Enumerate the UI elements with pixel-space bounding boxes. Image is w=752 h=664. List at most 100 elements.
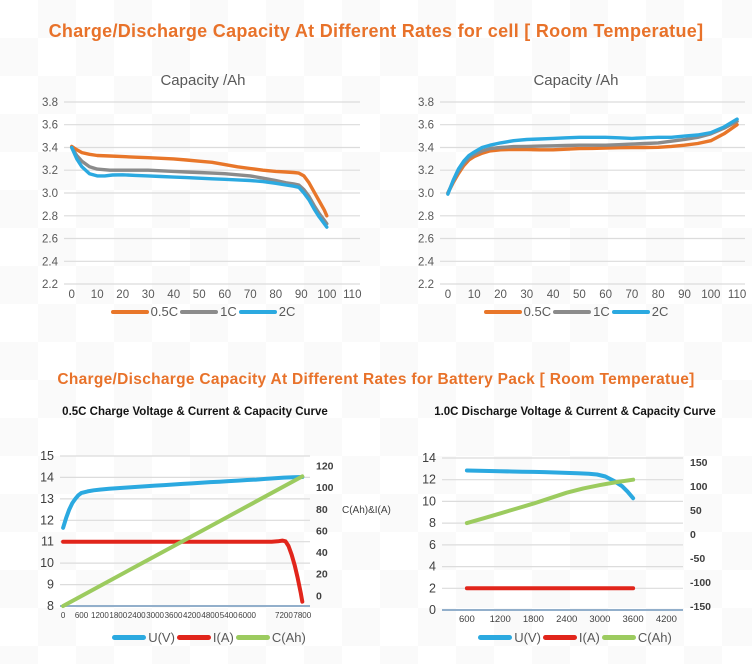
x-tick-label: 4200 — [656, 614, 677, 625]
y-tick-label: 3.4 — [42, 143, 59, 155]
x-tick-label: 1200 — [490, 614, 511, 625]
x-tick-label: 0 — [445, 289, 451, 301]
right-tick-label: 80 — [316, 504, 328, 516]
legend-item-0.5C: 0.5C — [110, 304, 179, 319]
x-tick-label: 60 — [599, 289, 612, 301]
right-tick-label: 100 — [316, 482, 334, 494]
legend-item-CAh: C(Ah) — [601, 630, 672, 645]
pack-charge-legend: U(V) I(A) C(Ah) — [20, 630, 398, 645]
series-line-I(A) — [61, 538, 305, 604]
x-tick-label: 20 — [116, 289, 129, 301]
y-tick-label: 3.4 — [418, 143, 435, 155]
right-tick-label: 0 — [316, 590, 322, 602]
right-tick-label: 150 — [690, 457, 708, 469]
legend-swatch — [478, 635, 513, 640]
y-tick-label: 2.6 — [418, 234, 434, 246]
right-tick-label: -150 — [690, 601, 711, 613]
x-tick-label: 4800 — [201, 611, 219, 620]
legend-label: 2C — [651, 304, 669, 319]
y-tick-label: 3.0 — [42, 188, 58, 200]
y-tick-label: 3.6 — [42, 120, 58, 132]
x-tick-label: 80 — [269, 289, 282, 301]
y-tick-label: 9 — [47, 578, 54, 592]
legend-item-2C: 2C — [611, 304, 669, 319]
legend-item-1C: 1C — [180, 304, 237, 319]
x-tick-label: 7200 — [275, 611, 293, 620]
x-tick-label: 100 — [317, 289, 336, 301]
legend-item-IA: I(A) — [542, 630, 600, 645]
legend-swatch — [110, 309, 149, 314]
right-tick-label: -100 — [690, 577, 711, 589]
legend-label: I(A) — [578, 630, 600, 645]
cell-charge-legend: 0.5C 1C 2C — [400, 304, 752, 319]
pack-discharge-plot: 0 2 4 6 8 10 12 14 600 1200 1800 2400 3000 3600 4200 -1… — [422, 451, 711, 625]
series-line-C(Ah) — [464, 477, 636, 526]
series-line-1C — [446, 119, 739, 195]
x-tick-label: 20 — [494, 289, 507, 301]
legend-swatch — [601, 635, 636, 640]
legend-item-1C: 1C — [553, 304, 610, 319]
right-tick-label: 100 — [690, 481, 708, 493]
x-tick-label: 10 — [91, 289, 104, 301]
legend-label: 1C — [593, 304, 610, 319]
y-tick-label: 3.0 — [418, 188, 434, 200]
cell-discharge-plot: 2.2 2.4 2.6 2.8 3.0 3.2 3.4 3.6 3.8 0 10 20 30 40 50 60… — [42, 97, 361, 301]
right-axis-title: C(Ah)&I(A) — [342, 505, 391, 516]
x-tick-label: 3000 — [589, 614, 610, 625]
x-tick-label: 600 — [75, 611, 89, 620]
x-tick-label: 30 — [142, 289, 155, 301]
chart-pack-charge: 8 9 10 11 12 13 14 15 0 600 1200 1800 2400 3000 3600 42… — [20, 436, 398, 645]
legend-item-UV: U(V) — [112, 630, 175, 645]
y-tick-label: 10 — [40, 556, 54, 570]
right-tick-label: 120 — [316, 461, 334, 473]
y-tick-label: 0 — [429, 603, 436, 617]
x-tick-label: 1800 — [109, 611, 127, 620]
legend-item-IA: I(A) — [176, 630, 234, 645]
cell-discharge-legend: 0.5C 1C 2C — [28, 304, 378, 319]
legend-item-UV: U(V) — [478, 630, 541, 645]
series-line-2C — [446, 117, 739, 196]
y-tick-label: 2.2 — [42, 279, 58, 291]
x-tick-label: 70 — [244, 289, 257, 301]
x-tick-label: 110 — [343, 289, 361, 301]
y-tick-label: 2.8 — [418, 211, 434, 223]
legend-label: C(Ah) — [637, 630, 672, 645]
y-tick-label: 12 — [422, 473, 436, 487]
chart-title-capacity-ah: Capacity /Ah — [160, 72, 246, 89]
legend-swatch — [483, 309, 522, 314]
x-tick-label: 1800 — [523, 614, 544, 625]
x-tick-label: 40 — [167, 289, 180, 301]
x-tick-label: 2400 — [128, 611, 146, 620]
legend-swatch — [542, 635, 577, 640]
y-tick-label: 14 — [40, 470, 54, 484]
y-tick-label: 2.4 — [418, 256, 435, 268]
y-tick-label: 8 — [429, 516, 436, 530]
cell-charge-plot: 2.2 2.4 2.6 2.8 3.0 3.2 3.4 3.6 3.8 0 10 20 30 40 50 60… — [418, 97, 746, 301]
series-line-0.5C — [70, 144, 329, 218]
x-tick-label: 6000 — [238, 611, 256, 620]
y-tick-label: 13 — [40, 492, 54, 506]
header-pack-rates: Charge/Discharge Capacity At Different R… — [57, 371, 695, 388]
x-tick-label: 1200 — [91, 611, 109, 620]
series-line-C(Ah) — [61, 474, 305, 608]
x-tick-label: 90 — [678, 289, 691, 301]
x-tick-label: 80 — [652, 289, 665, 301]
legend-item-0.5C: 0.5C — [483, 304, 551, 319]
series-line-U(V) — [61, 475, 305, 530]
x-tick-label: 50 — [193, 289, 206, 301]
x-tick-label: 3600 — [623, 614, 644, 625]
legend-swatch — [176, 635, 211, 640]
y-tick-label: 2.2 — [418, 279, 434, 291]
chart-title-capacity-ah: Capacity /Ah — [533, 72, 619, 89]
y-tick-label: 3.6 — [418, 120, 434, 132]
legend-swatch — [611, 309, 650, 314]
chart-cell-charge: Capacity /Ah 2.2 2.4 2.6 2.8 3.0 3.2 3.4 3.6 3.8… — [400, 70, 752, 319]
x-tick-label: 7800 — [293, 611, 311, 620]
legend-label: 0.5C — [150, 304, 179, 319]
legend-label: U(V) — [514, 630, 541, 645]
y-tick-label: 15 — [40, 449, 54, 463]
x-tick-label: 110 — [728, 289, 746, 301]
x-tick-label: 2400 — [556, 614, 577, 625]
